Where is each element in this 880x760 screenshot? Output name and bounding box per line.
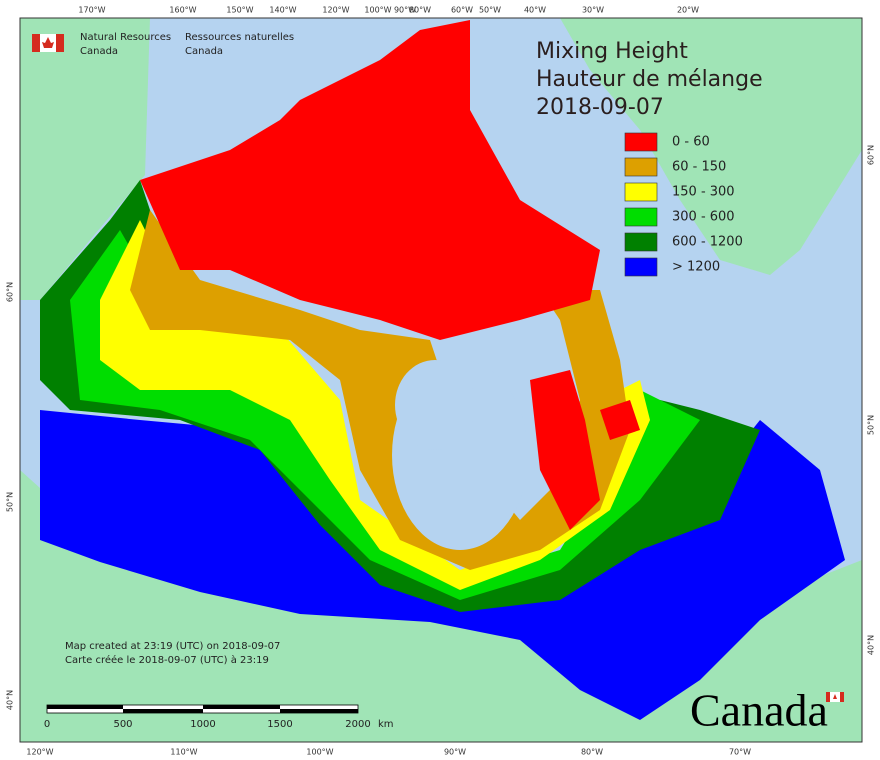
credit: Carte créée le 2018-09-07 (UTC) à 23:19 <box>65 654 269 666</box>
agency-en: Natural Resources <box>80 32 171 43</box>
longitude-label: 90°W <box>444 748 466 757</box>
map-frame <box>19 17 863 743</box>
longitude-label: 150°W <box>226 6 253 15</box>
legend-label: 0 - 60 <box>672 135 710 150</box>
legend-label: > 1200 <box>672 260 720 275</box>
legend-swatch <box>624 257 658 277</box>
zone-red-arctic <box>140 20 600 340</box>
longitude-label: 70°W <box>729 748 751 757</box>
scale-label: 0 <box>44 719 50 730</box>
longitude-label: 20°W <box>677 6 699 15</box>
frame-border <box>19 17 863 743</box>
longitude-label: 160°W <box>169 6 196 15</box>
latitude-label: 50°N <box>6 492 15 512</box>
title: Mixing Height <box>536 39 688 64</box>
title: Hauteur de mélange <box>536 67 763 92</box>
legend-swatch <box>624 182 658 202</box>
wordmark-text: Canada <box>690 685 828 736</box>
alaska <box>20 18 150 300</box>
zone-blue <box>40 410 845 720</box>
longitude-label: 30°W <box>582 6 604 15</box>
wordmark-leaf <box>833 694 837 699</box>
title: 2018-09-07 <box>536 95 664 120</box>
longitude-label: 90°W <box>394 6 416 15</box>
scale-bar: 0 500 1000 1500 2000 km <box>44 704 394 730</box>
longitude-label: 100°W <box>306 748 333 757</box>
legend-swatch <box>624 157 658 177</box>
legend-swatch <box>624 232 658 252</box>
greenland <box>560 18 862 275</box>
scale-segment <box>280 709 358 713</box>
scale-label: 1500 <box>267 719 292 730</box>
agency-fr: Ressources naturelles <box>185 32 294 43</box>
legend-swatch <box>624 132 658 152</box>
credit: Map created at 23:19 (UTC) on 2018-09-07 <box>65 641 280 652</box>
flag-band <box>32 34 40 52</box>
scale-segment <box>123 709 203 713</box>
scale-label: 500 <box>113 719 132 730</box>
scale-label: 2000 <box>345 719 370 730</box>
latitude-label: 60°N <box>6 282 15 302</box>
longitude-label: 50°W <box>479 6 501 15</box>
wordmark-flag <box>826 692 830 702</box>
longitude-label: 80°W <box>409 6 431 15</box>
latitude-label: 40°N <box>867 635 876 655</box>
agency-en: Canada <box>80 46 118 57</box>
legend-label: 150 - 300 <box>672 185 735 200</box>
zone-orange <box>130 210 630 570</box>
legend-label: 60 - 150 <box>672 160 726 175</box>
longitude-label: 110°W <box>170 748 197 757</box>
scale-unit: km <box>378 719 394 730</box>
flag-band <box>56 34 64 52</box>
longitude-label: 40°W <box>524 6 546 15</box>
logo: Natural Resources Canada Ressources natu… <box>32 32 294 57</box>
longitude-label: 60°W <box>451 6 473 15</box>
longitude-label: 120°W <box>322 6 349 15</box>
maple-leaf <box>42 37 54 48</box>
longitude-label: 170°W <box>78 6 105 15</box>
agency-fr: Canada <box>185 46 223 57</box>
longitude-label: 120°W <box>26 748 53 757</box>
scale-label: 1000 <box>190 719 215 730</box>
longitude-label: 80°W <box>581 748 603 757</box>
latitude-label: 60°N <box>867 145 876 165</box>
hudson-bay-north <box>395 360 475 450</box>
longitude-label: 140°W <box>269 6 296 15</box>
scale-segment <box>47 705 123 709</box>
latitude-label: 40°N <box>6 690 15 710</box>
latitude-label: 50°N <box>867 415 876 435</box>
legend-label: 300 - 600 <box>672 210 735 225</box>
legend-label: 600 - 1200 <box>672 235 743 250</box>
scale-segment <box>203 705 280 709</box>
wordmark: Canada <box>690 685 844 736</box>
legend-swatch <box>624 207 658 227</box>
wordmark-flag <box>840 692 844 702</box>
zone-red-labrador <box>600 400 640 440</box>
longitude-label: 100°W <box>364 6 391 15</box>
zone-red-quebec <box>530 370 600 530</box>
